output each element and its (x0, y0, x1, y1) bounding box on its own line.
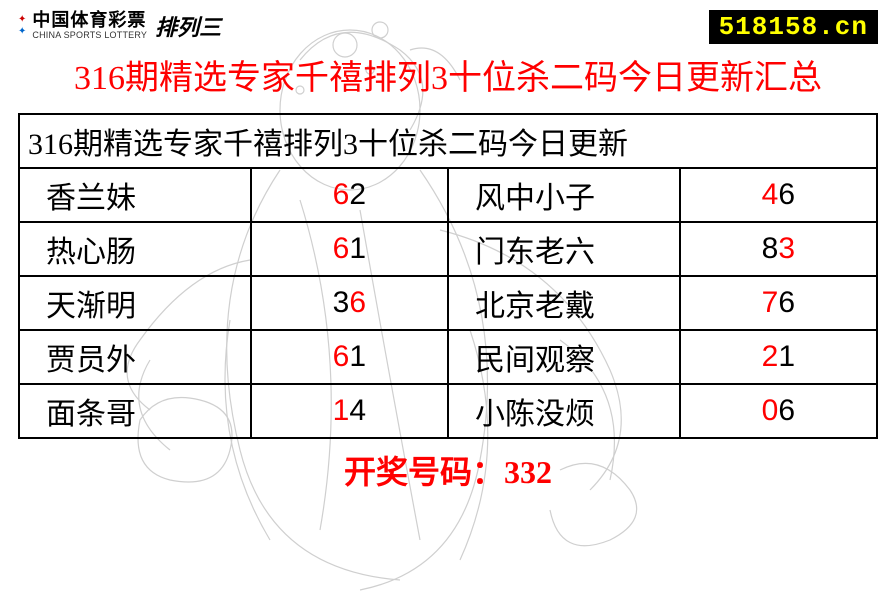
kill-code: 21 (680, 330, 877, 384)
expert-name: 面条哥 (19, 384, 251, 438)
kill-code: 62 (251, 168, 448, 222)
expert-name: 香兰妹 (19, 168, 251, 222)
logo-english: CHINA SPORTS LOTTERY (32, 31, 147, 41)
expert-name: 风中小子 (448, 168, 680, 222)
expert-name: 热心肠 (19, 222, 251, 276)
kill-code: 46 (680, 168, 877, 222)
table-header: 316期精选专家千禧排列3十位杀二码今日更新 (19, 114, 877, 168)
kill-code: 61 (251, 222, 448, 276)
kill-code: 83 (680, 222, 877, 276)
table-row: 天渐明36北京老戴76 (19, 276, 877, 330)
page-title: 316期精选专家千禧排列3十位杀二码今日更新汇总 (0, 48, 896, 113)
expert-name: 北京老戴 (448, 276, 680, 330)
kill-code: 61 (251, 330, 448, 384)
logo-chinese: 中国体育彩票 (32, 11, 147, 31)
expert-name: 民间观察 (448, 330, 680, 384)
lottery-logo: ✦✦ 中国体育彩票 CHINA SPORTS LOTTERY 排列三 (18, 10, 221, 42)
expert-name: 天渐明 (19, 276, 251, 330)
table-row: 面条哥14小陈没烦06 (19, 384, 877, 438)
kill-code: 14 (251, 384, 448, 438)
table-row: 香兰妹62风中小子46 (19, 168, 877, 222)
kill-code: 06 (680, 384, 877, 438)
prediction-table: 316期精选专家千禧排列3十位杀二码今日更新 香兰妹62风中小子46热心肠61门… (18, 113, 878, 493)
header: ✦✦ 中国体育彩票 CHINA SPORTS LOTTERY 排列三 51815… (0, 0, 896, 48)
logo-mark-icon: ✦✦ (18, 15, 26, 37)
site-url-badge: 518158.cn (709, 10, 878, 44)
logo-variant: 排列三 (155, 10, 221, 42)
kill-code: 76 (680, 276, 877, 330)
winning-number: 开奖号码：332 (19, 438, 877, 493)
kill-code: 36 (251, 276, 448, 330)
expert-name: 贾员外 (19, 330, 251, 384)
expert-name: 小陈没烦 (448, 384, 680, 438)
expert-name: 门东老六 (448, 222, 680, 276)
table-row: 贾员外61民间观察21 (19, 330, 877, 384)
table-row: 热心肠61门东老六83 (19, 222, 877, 276)
